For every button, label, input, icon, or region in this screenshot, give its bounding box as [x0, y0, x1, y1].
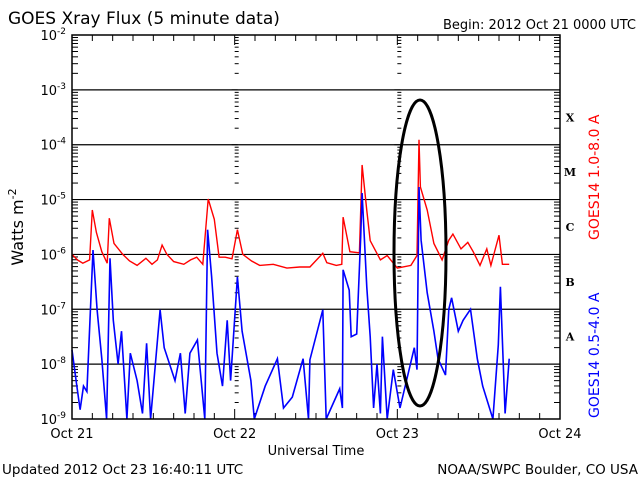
series-line-long-wavelength — [71, 139, 510, 269]
begin-label: Begin: 2012 Oct 21 0000 UTC — [443, 18, 636, 33]
series-line-short-wavelength — [71, 186, 510, 420]
y-tick-label-base: 10 — [40, 84, 57, 99]
y-tick-label-exponent: -9 — [57, 411, 66, 421]
flare-class-M: M — [564, 166, 576, 179]
x-tick-label: Oct 21 — [50, 427, 93, 442]
y-tick-label-base: 10 — [40, 303, 57, 318]
flare-highlight-ellipse — [392, 98, 448, 408]
updated-timestamp: Updated 2012 Oct 23 16:40:11 UTC — [2, 462, 243, 478]
y-tick-label: 10-7 — [40, 301, 66, 318]
y-tick-label-exponent: -6 — [57, 246, 66, 256]
y-tick-label-base: 10 — [40, 139, 57, 154]
flare-class-labels: X M C B A — [564, 111, 576, 343]
y-tick-label-exponent: -5 — [57, 192, 66, 202]
y-axis-label: Watts m-2 — [6, 188, 27, 265]
y-tick-label: 10-4 — [40, 137, 66, 154]
y-tick-labels: 10-210-310-410-510-610-710-810-9 — [40, 27, 66, 428]
flare-class-A: A — [565, 331, 575, 344]
y-tick-label: 10-2 — [40, 27, 66, 44]
y-tick-label-base: 10 — [40, 29, 57, 44]
flare-class-X: X — [566, 111, 575, 124]
series-lines — [71, 139, 510, 420]
chart-title: GOES Xray Flux (5 minute data) — [8, 9, 280, 29]
y-tick-label-exponent: -2 — [57, 27, 66, 37]
y-tick-label-exponent: -3 — [57, 82, 66, 92]
x-tick-label: Oct 24 — [538, 427, 581, 442]
y-tick-label-base: 10 — [40, 413, 57, 428]
x-axis-label: Universal Time — [268, 444, 365, 459]
y-axis-label-text: Watts m — [8, 199, 27, 265]
y-tick-label-exponent: -4 — [57, 137, 66, 147]
x-tick-label: Oct 22 — [213, 427, 256, 442]
y-tick-label-base: 10 — [40, 248, 57, 263]
y-tick-label: 10-9 — [40, 411, 66, 428]
y-tick-label: 10-5 — [40, 192, 66, 209]
x-tick-labels: Oct 21 Oct 22 Oct 23 Oct 24 — [50, 427, 581, 442]
y-tick-label-exponent: -8 — [57, 356, 66, 366]
legend-series-0: GOES14 1.0-8.0 A — [587, 114, 603, 240]
y-tick-label-base: 10 — [40, 358, 57, 373]
y-tick-label: 10-8 — [40, 356, 66, 373]
x-tick-label: Oct 23 — [376, 427, 419, 442]
y-tick-label-base: 10 — [40, 194, 57, 209]
y-tick-label: 10-3 — [40, 82, 66, 99]
y-axis-label-exponent: -2 — [6, 188, 19, 199]
y-tick-label: 10-6 — [40, 246, 66, 263]
plot-frame — [71, 34, 561, 420]
flare-class-B: B — [565, 276, 574, 289]
credit-label: NOAA/SWPC Boulder, CO USA — [437, 462, 639, 478]
y-tick-label-exponent: -7 — [57, 301, 66, 311]
grid-lines — [72, 89, 560, 365]
flare-class-C: C — [566, 221, 575, 234]
legend-series-1: GOES14 0.5-4.0 A — [587, 292, 603, 418]
